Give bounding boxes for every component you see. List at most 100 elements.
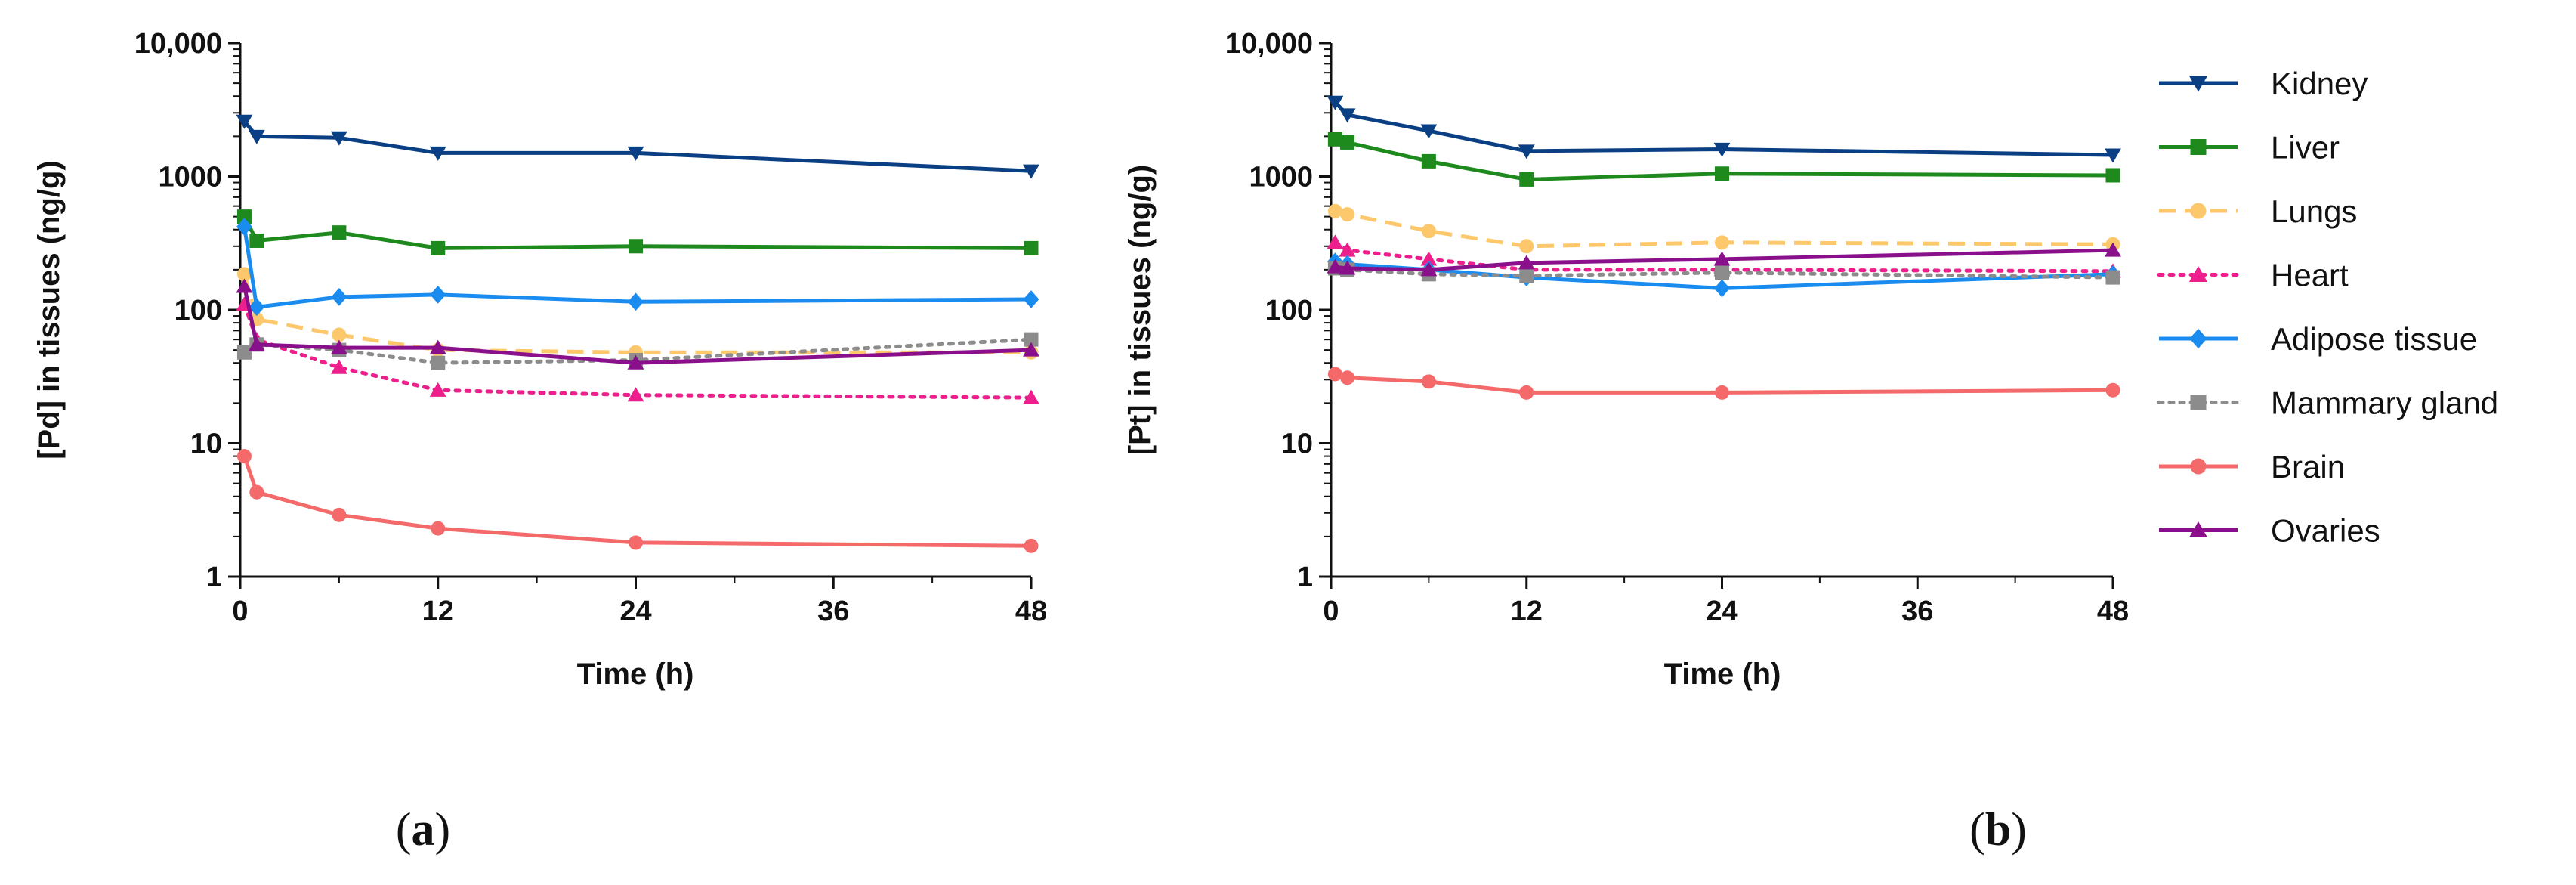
- panel-b-point-liver: [1715, 166, 1729, 181]
- panel-b-xtick-label: 0: [1323, 596, 1339, 627]
- panel-b-point-kidney: [1713, 142, 1731, 157]
- panel-b-point-brain: [2105, 382, 2120, 398]
- panel-a-point-kidney: [248, 129, 265, 144]
- panel-a-line-ovaries: [242, 286, 1032, 365]
- legend-item-mammary-gland: Mammary gland: [2157, 385, 2498, 421]
- panel-a-xtick-label: 0: [232, 596, 248, 627]
- panel-a-point-heart: [1023, 389, 1039, 404]
- panel-b-point-liver: [1421, 153, 1436, 169]
- panel-a-xtick-label: 48: [1015, 596, 1047, 627]
- panel-a-point-ovaries: [1023, 342, 1039, 357]
- panel-b-point-liver: [1519, 172, 1534, 187]
- panel-b-ytick-label: 1000: [1249, 162, 1313, 193]
- legend-label-lungs: Lungs: [2271, 193, 2357, 229]
- panel-a-xlabel: Time (h): [577, 658, 694, 691]
- panel-b-point-heart: [1327, 234, 1344, 249]
- panel-b-ytick-label: 100: [1265, 295, 1313, 326]
- legend-marker-lungs: [2190, 203, 2207, 219]
- legend-item-heart: Heart: [2157, 258, 2349, 293]
- panel-a-point-ovaries: [429, 339, 446, 354]
- panel-b-point-kidney: [1420, 124, 1438, 139]
- panel-a-ytick-label: 100: [175, 295, 222, 326]
- panel-b-point-lungs: [1421, 224, 1436, 239]
- panel-b-point-brain: [1340, 370, 1355, 385]
- panel-label-b-letter: b: [1985, 804, 2011, 856]
- panel-b-point-ovaries: [1327, 258, 1344, 274]
- panel-b-point-kidney: [1518, 144, 1535, 159]
- panel-a-point-heart: [627, 387, 644, 402]
- panel-a-point-ovaries: [248, 336, 265, 351]
- panel-b-point-ovaries: [1420, 261, 1438, 277]
- panel-b-point-ovaries: [2105, 242, 2121, 257]
- panel-b-ytick-label: 1: [1297, 562, 1313, 593]
- legend-label-kidney: Kidney: [2271, 66, 2368, 101]
- panel-a-series-liver: [236, 209, 1039, 255]
- panel-a-line-brain: [242, 455, 1032, 548]
- panel-a-point-liver: [249, 233, 264, 248]
- panel-b-point-lungs: [1340, 207, 1355, 222]
- panel-a-point-adipose-tissue: [236, 218, 252, 236]
- panel-a-point-liver: [629, 239, 643, 254]
- legend-label-ovaries: Ovaries: [2271, 513, 2380, 549]
- panel-b-series-lungs: [1327, 203, 2120, 254]
- legend-marker-mammary-gland: [2190, 395, 2207, 410]
- panel-a-point-brain: [332, 507, 347, 522]
- panel-b-point-lungs: [1327, 203, 1342, 218]
- panel-a-ytick-label: 1: [206, 562, 222, 593]
- panel-a-ylabel: [Pd] in tissues (ng/g): [32, 160, 66, 460]
- panel-a-point-kidney: [236, 114, 253, 129]
- panel-a-point-heart: [330, 359, 347, 374]
- panel-b-point-lungs: [1715, 235, 1729, 250]
- legend-marker-kidney: [2188, 76, 2208, 92]
- panel-b-point-brain: [1519, 385, 1534, 400]
- panel-b-series-kidney: [1327, 95, 2121, 163]
- panel-label-b-close: ): [2011, 804, 2027, 856]
- legend-marker-liver: [2190, 139, 2207, 155]
- panel-a-point-lungs: [236, 267, 252, 282]
- panel-b-ytick-label: 10,000: [1225, 28, 1313, 60]
- panel-a-point-mammary-gland: [431, 355, 446, 370]
- legend-item-kidney: Kidney: [2159, 66, 2368, 101]
- legend-label-mammary-gland: Mammary gland: [2271, 385, 2498, 421]
- panel-b-point-ovaries: [1518, 255, 1535, 270]
- panel-b-ytick-label: 10: [1281, 429, 1313, 460]
- panel-a-line-lungs: [242, 274, 1031, 354]
- panel-b-point-brain: [1715, 385, 1729, 400]
- legend-label-brain: Brain: [2271, 449, 2345, 484]
- panel-a-xtick-label: 24: [619, 596, 651, 627]
- panel-b-point-liver: [1340, 135, 1355, 150]
- panel-b-point-brain: [1327, 367, 1342, 382]
- panel-a-point-adipose-tissue: [331, 288, 347, 306]
- panel-b-point-liver: [2105, 168, 2120, 183]
- panel-a-point-adipose-tissue: [249, 298, 265, 317]
- panel-b-point-heart: [1339, 242, 1356, 257]
- legend-item-ovaries: Ovaries: [2159, 513, 2380, 549]
- panel-b-point-ovaries: [1713, 251, 1731, 266]
- panel-a-point-liver: [236, 209, 252, 224]
- legend-marker-brain: [2190, 458, 2207, 475]
- panel-b-ylabel: [Pt] in tissues (ng/g): [1123, 165, 1157, 455]
- panel-a-ytick-label: 10,000: [134, 28, 222, 60]
- panel-a-point-mammary-gland: [236, 345, 252, 360]
- panel-a-point-brain: [249, 484, 264, 500]
- panel-a-point-brain: [1024, 538, 1039, 553]
- panel-a-point-adipose-tissue: [430, 286, 446, 304]
- legend: Kidney Liver Lungs Heart Adipose tissue Mamma…: [2157, 66, 2498, 549]
- panel-b-series-brain: [1327, 367, 2120, 400]
- panel-a-point-liver: [431, 240, 446, 255]
- panel-b-xlabel: Time (h): [1664, 658, 1781, 691]
- panel-a-series-ovaries: [236, 278, 1039, 370]
- panel-a-point-mammary-gland: [1024, 332, 1039, 347]
- panel-a-point-kidney: [1023, 164, 1039, 179]
- panel-a-point-adipose-tissue: [628, 292, 644, 311]
- panel-a-point-kidney: [627, 146, 644, 161]
- panel-b-point-heart: [1420, 251, 1438, 266]
- panel-a-point-kidney: [429, 146, 446, 161]
- panel-b-point-brain: [1421, 374, 1436, 389]
- panel-a-point-ovaries: [236, 278, 253, 293]
- panel-b-series-liver: [1327, 132, 2120, 187]
- panel-label-b: (b): [1969, 804, 2027, 856]
- panel-a-point-kidney: [330, 131, 347, 146]
- panel-b-series-ovaries: [1327, 242, 2121, 277]
- panel-label-a-close: ): [435, 804, 451, 856]
